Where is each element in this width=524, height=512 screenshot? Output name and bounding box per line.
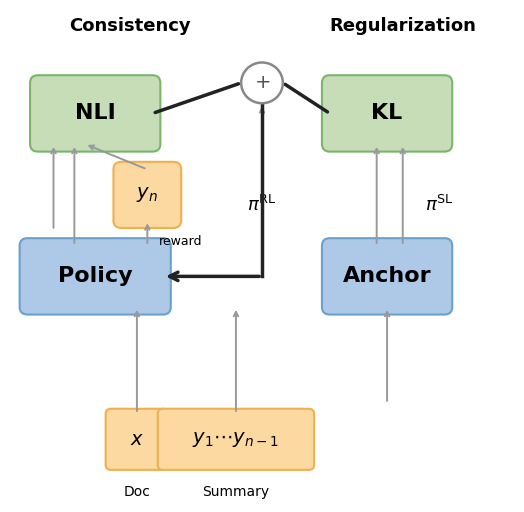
FancyBboxPatch shape [106,409,168,470]
Text: Regularization: Regularization [330,17,477,35]
Text: $\pi^{\mathrm{RL}}$: $\pi^{\mathrm{RL}}$ [247,195,277,215]
FancyBboxPatch shape [30,75,160,152]
FancyBboxPatch shape [158,409,314,470]
Text: $y_n$: $y_n$ [136,185,158,204]
Text: reward: reward [159,235,202,248]
Text: Anchor: Anchor [343,266,431,286]
Text: KL: KL [372,103,403,123]
Text: $\pi^{\mathrm{SL}}$: $\pi^{\mathrm{SL}}$ [425,195,453,215]
Text: Consistency: Consistency [69,17,191,35]
Text: $x$: $x$ [130,430,144,449]
Text: Summary: Summary [202,485,269,499]
Text: $y_1 \cdots y_{n-1}$: $y_1 \cdots y_{n-1}$ [192,430,279,449]
Text: NLI: NLI [75,103,116,123]
Text: Policy: Policy [58,266,133,286]
FancyBboxPatch shape [322,238,452,314]
Circle shape [241,62,283,103]
FancyBboxPatch shape [19,238,171,314]
Text: Doc: Doc [124,485,150,499]
Text: $+$: $+$ [254,73,270,92]
FancyBboxPatch shape [322,75,452,152]
FancyBboxPatch shape [114,162,181,228]
